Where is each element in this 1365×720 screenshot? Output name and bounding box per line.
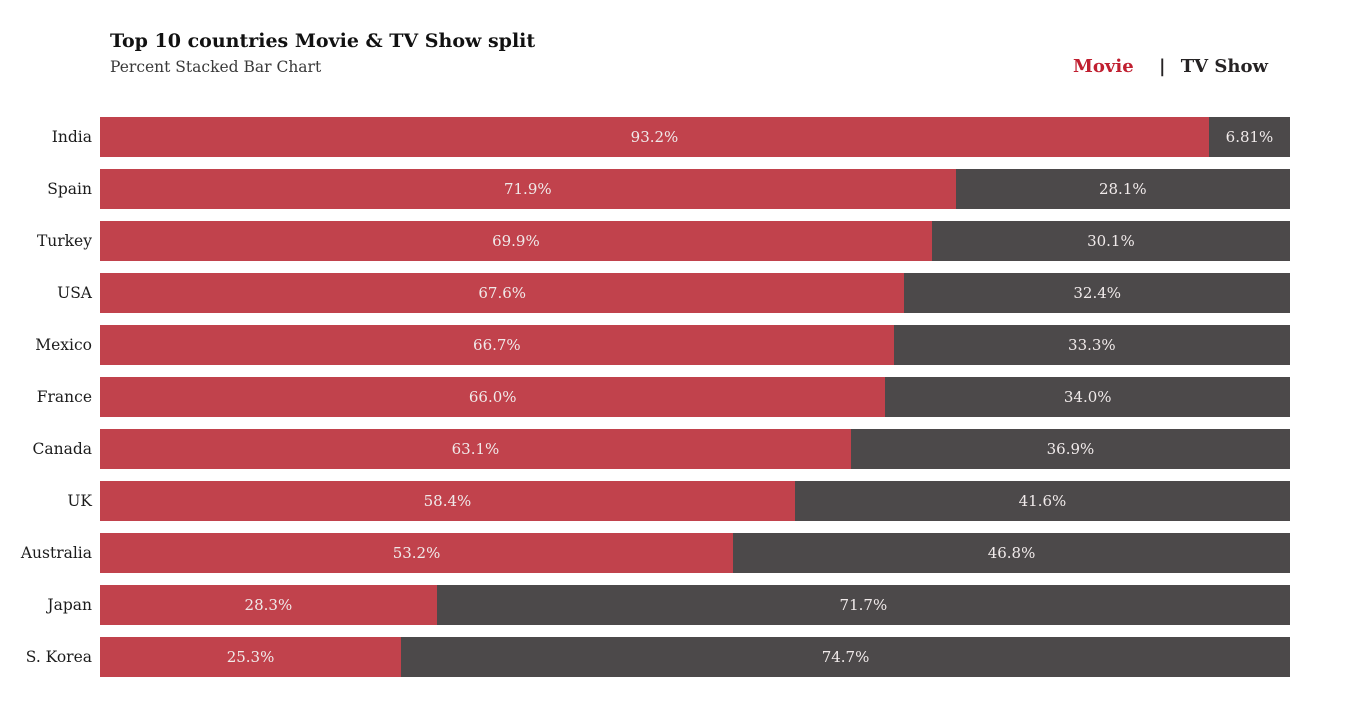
stacked-bar: 71.9% 28.1%: [100, 169, 1290, 209]
stacked-bar: 66.0% 34.0%: [100, 377, 1290, 417]
stacked-bar: 53.2% 46.8%: [100, 533, 1290, 573]
stacked-bar: 25.3% 74.7%: [100, 637, 1290, 677]
stacked-bar: 58.4% 41.6%: [100, 481, 1290, 521]
segment-value-label: 69.9%: [492, 232, 540, 250]
tv-show-segment: 33.3%: [893, 325, 1290, 365]
segment-value-label: 66.0%: [468, 388, 517, 406]
bar-chart: India 93.2% 6.81% Spain 71.9% 28.1% Turkey 69.9…: [0, 117, 1365, 677]
country-label: Turkey: [36, 232, 92, 250]
legend-separator: |: [1158, 56, 1166, 77]
bar-row: Spain 71.9% 28.1%: [0, 169, 1365, 209]
segment-value-label: 63.1%: [451, 440, 500, 458]
movie-segment: 71.9%: [100, 169, 956, 209]
movie-segment: 69.9%: [100, 221, 932, 261]
country-label: India: [51, 128, 92, 146]
tv-show-segment: 41.6%: [794, 481, 1290, 521]
tv-show-segment: 32.4%: [904, 273, 1290, 313]
segment-value-label: 53.2%: [392, 544, 441, 562]
segment-value-label: 41.6%: [1018, 492, 1067, 510]
stacked-bar: 69.9% 30.1%: [100, 221, 1290, 261]
bar-row: UK 58.4% 41.6%: [0, 481, 1365, 521]
tv-show-segment: 74.7%: [401, 637, 1290, 677]
tv-show-segment: 46.8%: [733, 533, 1290, 573]
bar-row: S. Korea 25.3% 74.7%: [0, 637, 1365, 677]
tv-show-segment: 71.7%: [436, 585, 1290, 625]
stacked-bar: 67.6% 32.4%: [100, 273, 1290, 313]
segment-value-label: 32.4%: [1073, 284, 1122, 302]
movie-segment: 53.2%: [100, 533, 734, 573]
movie-segment: 93.2%: [100, 117, 1209, 157]
country-label: USA: [57, 284, 92, 302]
segment-value-label: 71.9%: [503, 180, 552, 198]
legend-movie-label: Movie: [1072, 56, 1134, 77]
segment-value-label: 67.6%: [478, 284, 527, 302]
tv-show-segment: 34.0%: [885, 377, 1290, 417]
country-label: Spain: [47, 180, 92, 198]
stacked-bar: 66.7% 33.3%: [100, 325, 1290, 365]
country-label: Australia: [20, 544, 92, 562]
segment-value-label: 93.2%: [630, 128, 679, 146]
tv-show-segment: 36.9%: [850, 429, 1290, 469]
country-label: UK: [67, 492, 92, 510]
stacked-bar: 93.2% 6.81%: [100, 117, 1290, 157]
segment-value-label: 34.0%: [1063, 388, 1112, 406]
tv-show-segment: 28.1%: [955, 169, 1290, 209]
movie-segment: 67.6%: [100, 273, 905, 313]
country-label: S. Korea: [25, 648, 92, 666]
segment-value-label: 74.7%: [821, 648, 870, 666]
segment-value-label: 36.9%: [1046, 440, 1095, 458]
bar-row: France 66.0% 34.0%: [0, 377, 1365, 417]
legend: Movie | TV Show: [1073, 56, 1268, 77]
stacked-bar: 28.3% 71.7%: [100, 585, 1290, 625]
bar-row: Australia 53.2% 46.8%: [0, 533, 1365, 573]
bar-row: Canada 63.1% 36.9%: [0, 429, 1365, 469]
segment-value-label: 33.3%: [1068, 336, 1116, 354]
country-label: France: [36, 388, 92, 406]
stacked-bar: 63.1% 36.9%: [100, 429, 1290, 469]
bar-row: Turkey 69.9% 30.1%: [0, 221, 1365, 261]
segment-value-label: 71.7%: [839, 596, 888, 614]
segment-value-label: 28.3%: [244, 596, 293, 614]
segment-value-label: 46.8%: [987, 544, 1036, 562]
movie-segment: 28.3%: [100, 585, 437, 625]
bar-row: India 93.2% 6.81%: [0, 117, 1365, 157]
movie-segment: 63.1%: [100, 429, 851, 469]
country-label: Mexico: [35, 336, 92, 354]
movie-segment: 66.7%: [100, 325, 894, 365]
segment-value-label: 6.81%: [1225, 128, 1274, 146]
bar-row: Mexico 66.7% 33.3%: [0, 325, 1365, 365]
chart-subtitle: Percent Stacked Bar Chart: [110, 58, 322, 76]
movie-segment: 25.3%: [100, 637, 402, 677]
movie-segment: 58.4%: [100, 481, 795, 521]
movie-segment: 66.0%: [100, 377, 886, 417]
country-label: Canada: [32, 440, 93, 458]
country-label: Japan: [47, 596, 92, 614]
legend-tv-show-label: TV Show: [1180, 56, 1268, 77]
segment-value-label: 30.1%: [1087, 232, 1135, 250]
tv-show-segment: 6.81%: [1208, 117, 1290, 157]
tv-show-segment: 30.1%: [931, 221, 1290, 261]
chart-header: Top 10 countries Movie & TV Show split P…: [0, 0, 1365, 77]
chart-title: Top 10 countries Movie & TV Show split: [110, 30, 536, 52]
segment-value-label: 66.7%: [473, 336, 521, 354]
bar-row: Japan 28.3% 71.7%: [0, 585, 1365, 625]
bar-row: USA 67.6% 32.4%: [0, 273, 1365, 313]
segment-value-label: 58.4%: [423, 492, 472, 510]
segment-value-label: 25.3%: [226, 648, 275, 666]
segment-value-label: 28.1%: [1098, 180, 1147, 198]
